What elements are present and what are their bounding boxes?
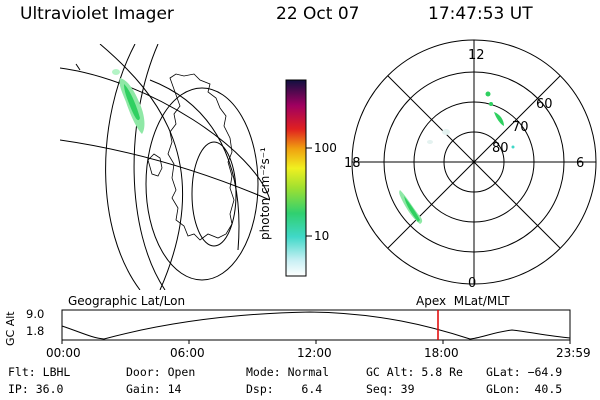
- info-glon: GLon: 40.5: [486, 382, 563, 396]
- globe-latitude-line: [60, 139, 270, 201]
- polar-label-12: 12: [468, 48, 485, 63]
- timeline-xtick-0000: 00:00: [46, 346, 81, 360]
- polar-lat-70: 70: [512, 120, 529, 135]
- timeline-left-title: Geographic Lat/Lon: [68, 294, 186, 308]
- colorbar-tick-100: 100: [314, 141, 337, 155]
- polar-lat-80: 80: [492, 141, 509, 156]
- info-gc-alt: GC Alt: 5.8 Re: [366, 365, 463, 379]
- info-door: Door: Open: [126, 365, 196, 379]
- info-mode: Mode: Normal: [246, 365, 330, 379]
- timeline-xtick-2359: 23:59: [556, 346, 591, 360]
- date-label: 22 Oct 07: [276, 4, 360, 24]
- globe-outer-arc: [60, 67, 270, 201]
- altitude-curve: [61, 311, 571, 340]
- polar-label-18: 18: [344, 156, 361, 171]
- info-dsp: Dsp: 6.4: [246, 382, 323, 396]
- timeline-xtick-0600: 06:00: [170, 346, 205, 360]
- colorbar-tick-10: 10: [314, 229, 330, 243]
- globe-ring: [145, 87, 259, 281]
- timeline-frame: [61, 309, 571, 341]
- globe-inner-latitude: [149, 79, 240, 251]
- globe-small-circle: [191, 141, 237, 247]
- info-seq: Seq: 39: [366, 382, 415, 396]
- polar-label-0: 0: [468, 276, 477, 291]
- time-label: 17:47:53 UT: [428, 4, 533, 24]
- polar-aurora-features: [399, 91, 515, 224]
- timeline-ytick-1_8: 1.8: [26, 324, 45, 338]
- globe-meridian-arc: [99, 44, 184, 290]
- globe-aurora-arc: [112, 69, 145, 134]
- instrument-title: Ultraviolet Imager: [20, 4, 174, 24]
- timeline-right-title: Apex MLat/MLT: [416, 294, 510, 308]
- timeline-ytick-9: 9.0: [26, 307, 45, 321]
- timeline-xtick-1800: 18:00: [424, 346, 459, 360]
- info-gain: Gain: 14: [126, 382, 182, 396]
- info-flt: Flt: LBHL: [8, 365, 71, 379]
- coastline: [167, 73, 235, 241]
- info-glat: GLat: −64.9: [486, 365, 563, 379]
- globe-meridian: [133, 44, 166, 290]
- globe-limb: [105, 44, 141, 290]
- colorbar-gradient: [285, 79, 307, 277]
- polar-label-6: 6: [576, 156, 585, 171]
- polar-lat-60: 60: [536, 97, 553, 112]
- timeline-xtick-1200: 12:00: [297, 346, 332, 360]
- timeline-ylabel: GC Alt: [4, 311, 17, 346]
- info-ip: IP: 36.0: [8, 382, 64, 396]
